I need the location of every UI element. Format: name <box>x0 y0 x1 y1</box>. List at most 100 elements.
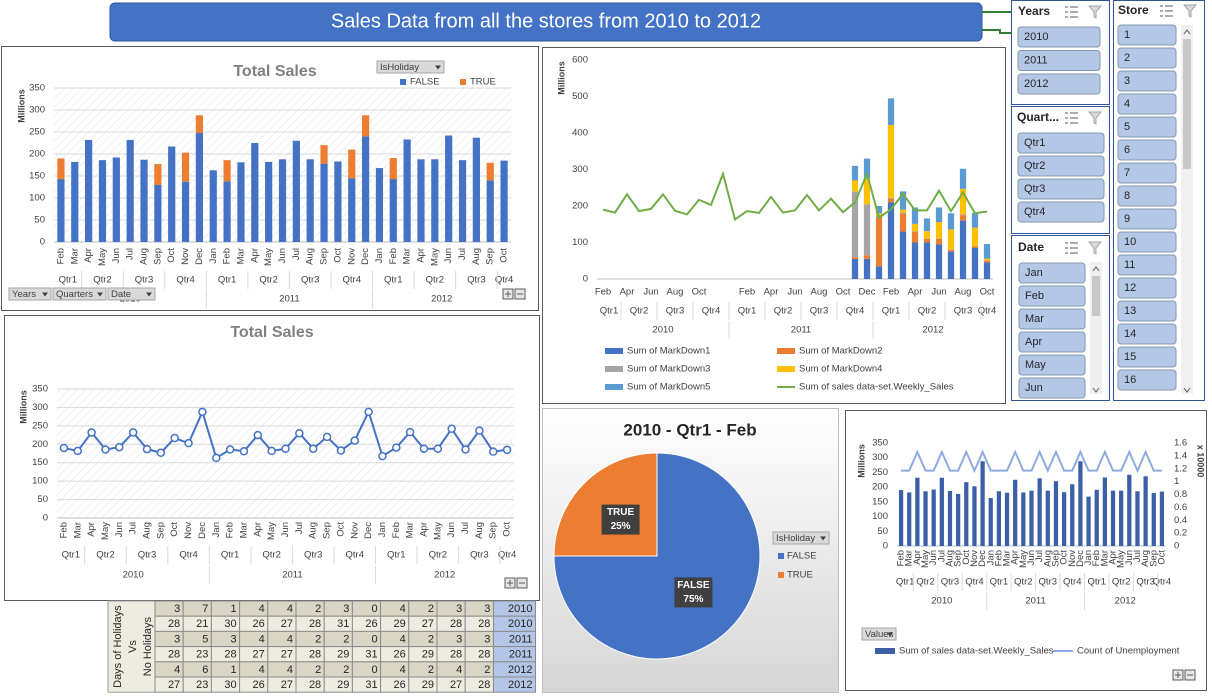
bar <box>1094 489 1099 546</box>
bar <box>500 160 508 242</box>
slicer-item[interactable] <box>1117 231 1177 253</box>
scroll-thumb[interactable] <box>1183 39 1191 169</box>
scroll-arrow[interactable] <box>1183 29 1191 393</box>
slicer-item[interactable] <box>1017 155 1105 177</box>
quarter-label: Qtr1 <box>600 306 618 317</box>
slicer-item[interactable] <box>1018 285 1086 307</box>
multi-select-icon[interactable] <box>1160 5 1173 17</box>
table-value: 27 <box>281 649 293 661</box>
field-button[interactable] <box>8 287 52 301</box>
slicer-item-label: Qtr1 <box>1024 137 1045 149</box>
x-tick-label: Aug <box>667 287 684 298</box>
bar <box>431 159 439 242</box>
table-value: 31 <box>365 649 377 661</box>
x-tick-label: Aug <box>471 248 482 265</box>
slicer-item[interactable] <box>1117 162 1177 184</box>
legend-title-button[interactable] <box>376 60 445 74</box>
slicer-item[interactable] <box>1017 50 1101 71</box>
slicer-item[interactable] <box>1117 300 1177 322</box>
x-tick-label: Nov <box>349 522 360 539</box>
slicer-item[interactable] <box>1117 346 1177 368</box>
x-tick-label: Mar <box>402 248 413 264</box>
clear-filter-icon[interactable] <box>1182 4 1198 18</box>
field-button[interactable] <box>52 287 107 301</box>
slicer-item[interactable] <box>1117 139 1177 161</box>
year-label: 2010 <box>931 596 952 607</box>
y-tick-label: 300 <box>572 164 588 175</box>
slicer-item[interactable] <box>1117 116 1177 138</box>
slicer-item[interactable] <box>1017 178 1105 200</box>
slicer-item[interactable] <box>1017 73 1101 95</box>
legend-swatch <box>460 79 466 85</box>
slicer-item[interactable] <box>1017 26 1101 48</box>
scroll-arrow[interactable] <box>1092 266 1100 393</box>
clear-filter-icon[interactable] <box>1087 111 1103 125</box>
slicer-item[interactable] <box>1117 277 1177 299</box>
slicer-item[interactable] <box>1117 70 1177 92</box>
y-tick-label: 150 <box>29 171 45 182</box>
field-button[interactable] <box>861 627 897 641</box>
table-value: 28 <box>478 679 490 691</box>
quarter-label: Qtr1 <box>1087 577 1105 588</box>
quarter-label: Qtr4 <box>495 275 513 286</box>
multi-select-icon[interactable] <box>1065 242 1078 254</box>
slicer-item[interactable] <box>1017 201 1105 223</box>
x-tick-label: May <box>1018 550 1029 568</box>
clear-filter-icon[interactable] <box>1087 5 1103 19</box>
scroll-thumb[interactable] <box>1092 276 1100 316</box>
legend-label: TRUE <box>787 570 813 581</box>
quarter-label: Qtr2 <box>96 550 114 561</box>
slicer-item[interactable] <box>1018 377 1086 399</box>
slicer-item[interactable] <box>1018 331 1086 353</box>
bar <box>154 184 162 242</box>
callout-category: TRUE <box>607 507 635 518</box>
table-value: 27 <box>281 618 293 630</box>
slicer-item[interactable] <box>1117 369 1177 391</box>
slicer-item[interactable] <box>1117 185 1177 207</box>
bar <box>195 115 204 133</box>
bar <box>863 204 871 256</box>
slicer-item[interactable] <box>1117 208 1177 230</box>
y-axis-title: Millions <box>556 61 566 95</box>
field-button[interactable] <box>107 287 156 301</box>
clear-filter-icon[interactable] <box>1087 241 1103 255</box>
x-tick-label: Aug <box>142 522 153 539</box>
quarter-label: Qtr3 <box>304 550 322 561</box>
y-tick-label: 350 <box>32 384 48 395</box>
slicer-item[interactable] <box>1117 93 1177 115</box>
legend-title-button-label: IsHoliday <box>380 62 419 73</box>
bar <box>486 162 494 181</box>
y-tick-label: 250 <box>29 127 45 138</box>
slicer-item[interactable] <box>1018 354 1086 376</box>
multi-select-icon[interactable] <box>1065 6 1078 18</box>
row-header: No Holidays <box>142 616 154 676</box>
bar <box>959 214 967 216</box>
table-value: 27 <box>422 618 434 630</box>
x-tick-label: Jun <box>114 522 125 537</box>
quarter-label: Qtr1 <box>384 275 402 286</box>
expand-buttons[interactable] <box>502 288 1196 681</box>
slicer-item-label: 8 <box>1124 190 1130 202</box>
slicer-item[interactable] <box>1117 47 1177 69</box>
slicer-item[interactable] <box>1117 254 1177 276</box>
marker <box>295 428 304 438</box>
slicer-item[interactable] <box>1117 24 1177 46</box>
x-tick-label: Sep <box>155 522 166 539</box>
slicer-item[interactable] <box>1017 132 1105 154</box>
bar <box>931 489 936 546</box>
bar <box>361 136 370 242</box>
slicer-item[interactable] <box>1018 308 1086 330</box>
multi-select-icon[interactable] <box>1065 112 1078 124</box>
legend-label: FALSE <box>787 551 817 562</box>
x-tick-label: Oct <box>166 248 177 263</box>
table-value: 28 <box>450 618 462 630</box>
bar <box>923 231 931 239</box>
x-tick-label: Oct <box>836 287 851 298</box>
slicer-item[interactable] <box>1117 323 1177 345</box>
year-label: 2011 <box>791 325 811 336</box>
table-value: 31 <box>337 618 349 630</box>
table-value: 0 <box>371 633 377 645</box>
marker <box>170 433 179 443</box>
legend-title-button[interactable] <box>772 531 830 545</box>
slicer-item[interactable] <box>1018 262 1086 284</box>
